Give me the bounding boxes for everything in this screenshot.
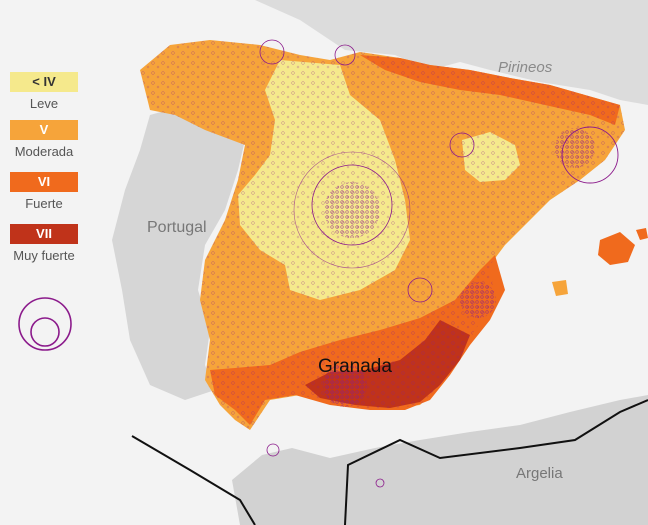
epicenter-ring	[561, 126, 619, 184]
place-label-granada: Granada	[318, 356, 392, 377]
legend-circle-size-icon	[18, 297, 72, 351]
maritime-border-east	[344, 399, 648, 525]
island-mallorca	[598, 232, 635, 265]
epicenter-cluster-cataluna	[555, 128, 595, 168]
place-label-argelia: Argelia	[516, 465, 563, 482]
place-label-portugal: Portugal	[147, 219, 207, 236]
island-ibiza	[552, 280, 568, 296]
epicenter-ring	[375, 478, 385, 488]
epicenter-ring	[266, 443, 280, 457]
island-menorca	[636, 228, 648, 240]
legend-item-fuerte: VI Fuerte	[10, 172, 78, 211]
epicenter-cluster-murcia	[460, 282, 496, 318]
epicenter-ring	[311, 164, 393, 246]
legend-swatch-leve: < IV	[10, 72, 78, 92]
legend-label-muy-fuerte: Muy fuerte	[13, 248, 75, 263]
legend-item-moderada: V Moderada	[10, 120, 78, 159]
epicenter-ring	[449, 132, 475, 158]
portugal-landmass	[112, 108, 245, 400]
legend-swatch-muy-fuerte: VII	[10, 224, 78, 244]
legend-label-leve: Leve	[29, 96, 59, 111]
epicenter-ring	[407, 277, 433, 303]
epicenter-ring	[334, 44, 356, 66]
place-label-pirineos: Pirineos	[498, 59, 553, 76]
epicenter-cluster-granada	[323, 363, 367, 407]
epicenter-ring	[293, 151, 411, 269]
maritime-border-west	[131, 435, 256, 525]
legend-label-fuerte: Fuerte	[25, 196, 63, 211]
legend-item-muy-fuerte: VII Muy fuerte	[10, 224, 78, 263]
epicenters-texture	[140, 40, 625, 430]
legend-swatch-moderada: V	[10, 120, 78, 140]
africa-landmass	[232, 395, 648, 525]
legend-swatch-fuerte: VI	[10, 172, 78, 192]
legend-label-moderada: Moderada	[14, 144, 74, 159]
france-landmass	[255, 0, 648, 105]
epicenter-cluster-centro	[324, 182, 380, 238]
epicenter-ring	[259, 39, 285, 65]
legend-item-leve: < IV Leve	[10, 72, 78, 111]
